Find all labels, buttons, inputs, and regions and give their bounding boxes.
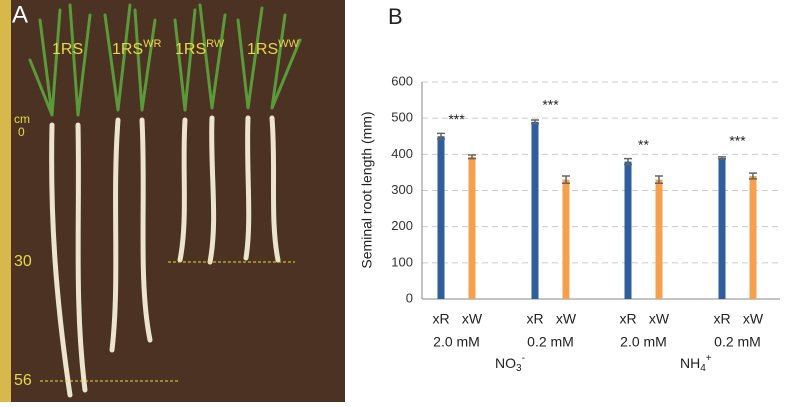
ion-name: NO [495, 355, 516, 371]
error-bar [437, 132, 445, 140]
line-label: 1RS [52, 41, 83, 58]
y-tick-label: 100 [391, 254, 413, 269]
ion-subscript: 3 [516, 363, 522, 374]
significance: *** [448, 111, 465, 127]
group-label: 2.0 mM [433, 334, 480, 350]
x-tick-label: xW [743, 311, 764, 327]
ion-subscript: 4 [700, 363, 706, 374]
line-name: 1RS [112, 41, 143, 58]
significance: ** [638, 136, 649, 152]
error-bar [655, 175, 663, 185]
panel-label: B [388, 4, 403, 29]
y-tick-label: 500 [391, 110, 413, 125]
ruler-unit: cm [14, 112, 30, 126]
bar [437, 136, 445, 299]
x-tick-label: xR [432, 311, 449, 327]
bar [655, 179, 663, 299]
x-tick-label: xW [462, 311, 483, 327]
y-axis-label: Seminal root length (mm) [359, 111, 375, 268]
bar [562, 179, 570, 299]
significance: *** [542, 96, 559, 112]
y-tick-label: 600 [391, 73, 413, 88]
x-tick-label: xR [713, 311, 730, 327]
line-name: 1RS [247, 41, 278, 58]
error-bar [624, 157, 632, 166]
error-bar [531, 119, 539, 125]
error-bar [718, 156, 726, 160]
ruler-mark: 56 [14, 372, 32, 389]
group-label: 0.2 mM [527, 334, 574, 350]
line-superscript: WW [278, 38, 299, 50]
y-tick-label: 200 [391, 218, 413, 233]
group-label: 0.2 mM [714, 334, 761, 350]
bar [624, 161, 632, 299]
x-tick-label: xW [556, 311, 577, 327]
error-bar [562, 175, 570, 185]
x-tick-label: xR [526, 311, 543, 327]
line-label: 1RSRW [175, 38, 225, 58]
line-label: 1RSWW [247, 38, 300, 58]
group-label: 2.0 mM [620, 334, 667, 350]
ruler-mark: 30 [14, 253, 32, 270]
ion-name: NH [680, 355, 700, 371]
ion-charge: - [522, 353, 525, 364]
x-tick-label: xW [649, 311, 670, 327]
line-label: 1RSWR [112, 38, 162, 58]
ruler [0, 0, 11, 402]
bar [749, 176, 757, 299]
y-tick-label: 300 [391, 182, 413, 197]
y-tick-label: 0 [406, 290, 413, 305]
ion-label: NO3- [495, 353, 525, 374]
ion-label: NH4+ [680, 353, 712, 374]
plants [28, 3, 302, 398]
panel-label: A [12, 1, 28, 28]
significance: *** [729, 133, 746, 149]
bar [468, 156, 476, 299]
error-bar [468, 154, 476, 160]
error-bar [749, 172, 757, 180]
x-tick-label: xR [619, 311, 636, 327]
line-superscript: RW [206, 38, 225, 50]
line-name: 1RS [175, 41, 206, 58]
line-superscript: WR [143, 38, 161, 50]
ion-charge: + [706, 353, 712, 364]
ruler-mark: 0 [18, 125, 25, 139]
line-name: 1RS [52, 41, 83, 58]
bar [718, 157, 726, 299]
bar [531, 121, 539, 300]
y-tick-label: 400 [391, 146, 413, 161]
